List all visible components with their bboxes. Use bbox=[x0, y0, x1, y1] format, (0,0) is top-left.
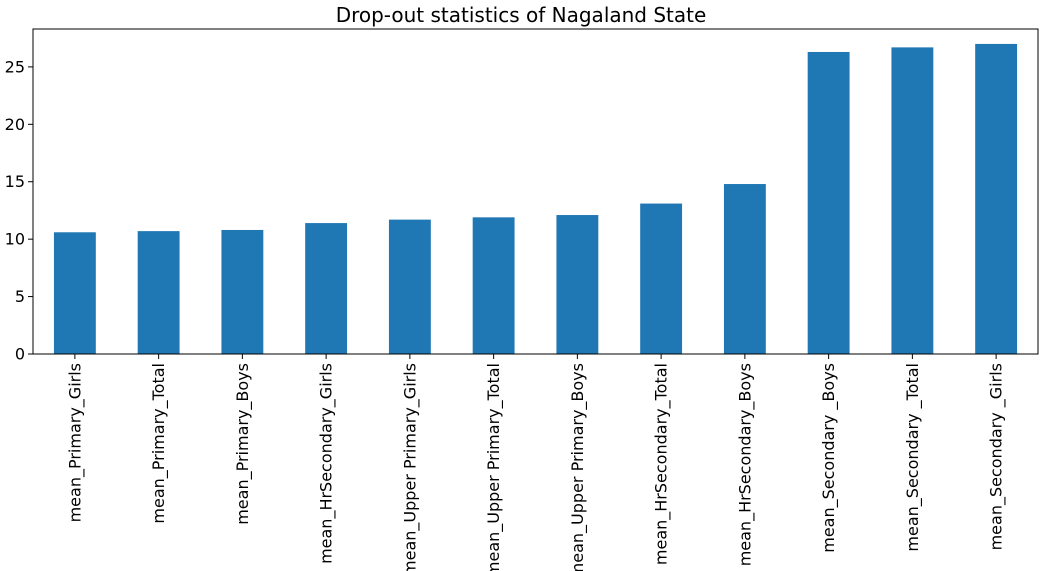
x-tick-label-2: mean_Primary_Boys bbox=[233, 363, 253, 525]
x-tick-label-5: mean_Upper Primary_Total bbox=[484, 363, 504, 571]
x-tick-label-4: mean_Upper Primary_Girls bbox=[400, 363, 420, 571]
x-tick-label-1: mean_Primary_Total bbox=[149, 363, 169, 524]
bar-5 bbox=[472, 217, 515, 354]
bar-9 bbox=[807, 51, 850, 354]
y-tick-label-5: 25 bbox=[5, 57, 25, 76]
x-tick-label-11: mean_Secondary _Girls bbox=[987, 363, 1007, 550]
y-tick-label-0: 0 bbox=[15, 345, 25, 364]
bar-3 bbox=[305, 223, 348, 354]
x-tick-label-3: mean_HrSecondary_Girls bbox=[317, 363, 337, 564]
plot-frame bbox=[32, 28, 1039, 355]
bar-2 bbox=[221, 229, 264, 354]
x-tick-label-0: mean_Primary_Girls bbox=[65, 363, 85, 522]
bar-10 bbox=[891, 47, 934, 354]
bar-7 bbox=[640, 203, 683, 354]
bars bbox=[53, 43, 1018, 355]
x-axis: mean_Primary_Girls mean_Primary_Total mean… bbox=[65, 354, 1007, 571]
bar-1 bbox=[137, 231, 180, 354]
y-axis: 0 5 10 15 20 25 bbox=[5, 57, 33, 364]
bar-6 bbox=[556, 215, 599, 354]
x-tick-label-8: mean_HrSecondary_Boys bbox=[735, 363, 755, 566]
bar-4 bbox=[388, 219, 431, 354]
y-tick-label-3: 15 bbox=[5, 172, 25, 191]
x-tick-label-6: mean_Upper Primary_Boys bbox=[568, 363, 588, 571]
bar-11 bbox=[975, 43, 1018, 355]
y-tick-label-4: 20 bbox=[5, 115, 25, 134]
chart-title: Drop-out statistics of Nagaland State bbox=[336, 3, 707, 27]
x-tick-label-10: mean_Secondary _Total bbox=[903, 363, 923, 552]
x-tick-label-9: mean_Secondary _Boys bbox=[819, 363, 839, 553]
x-tick-label-7: mean_HrSecondary_Total bbox=[652, 363, 672, 565]
bar-8 bbox=[723, 184, 766, 354]
bar-0 bbox=[53, 232, 96, 354]
y-tick-label-2: 10 bbox=[5, 230, 25, 249]
y-tick-label-1: 5 bbox=[15, 287, 25, 306]
